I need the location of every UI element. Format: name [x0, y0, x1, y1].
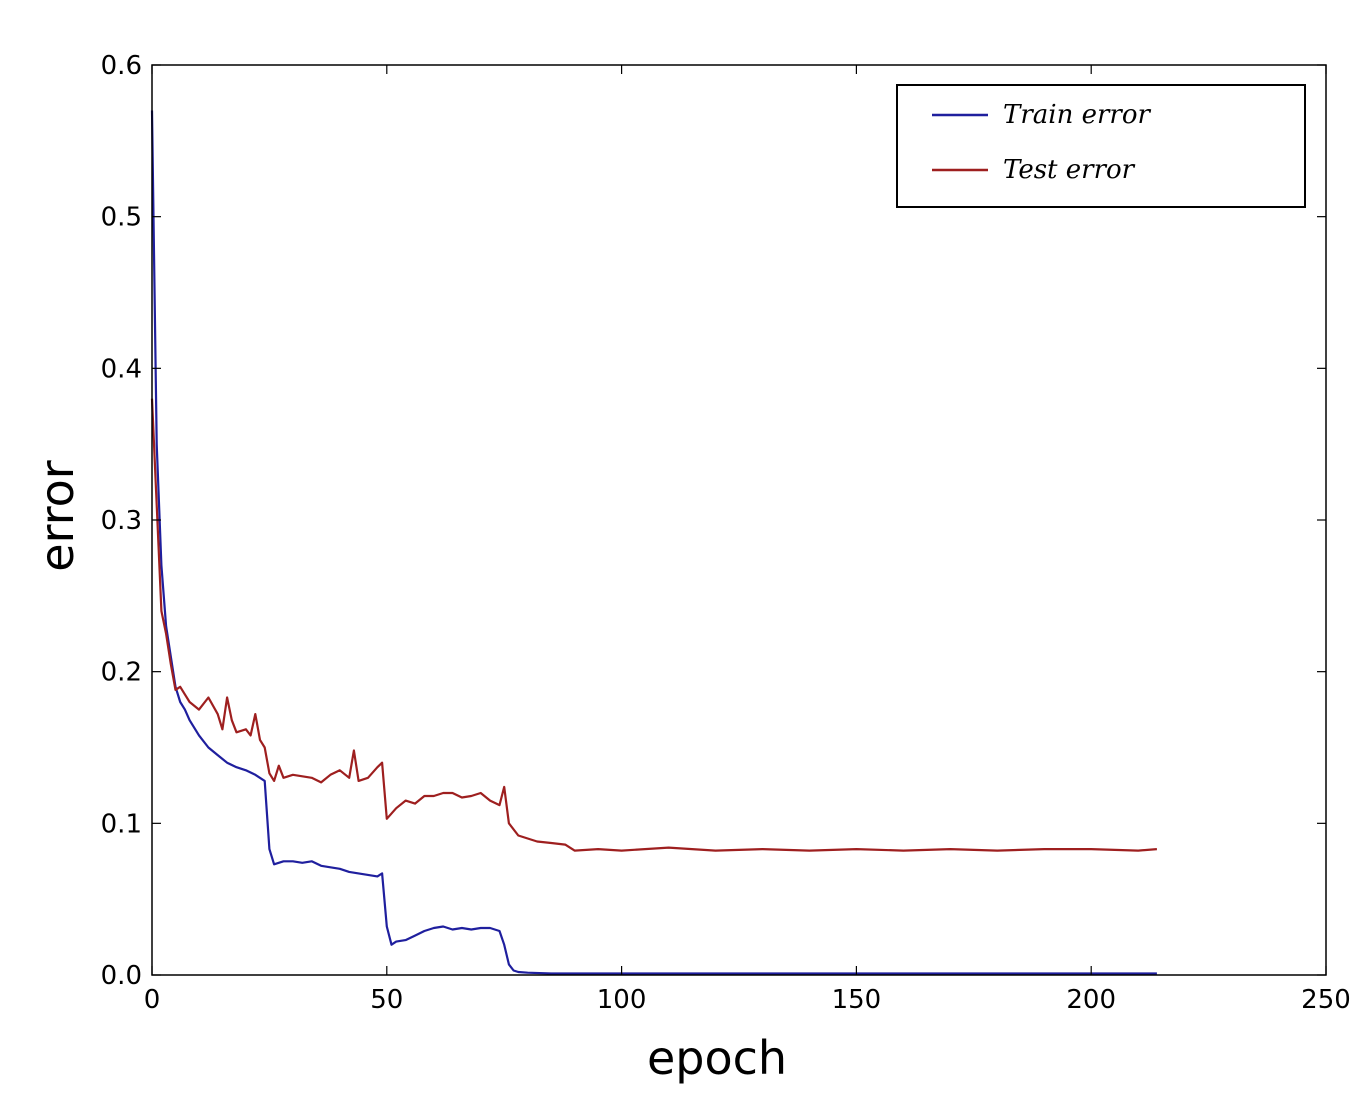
series-line-test-error	[150, 398, 1157, 852]
y-tick-label: 0.5	[101, 203, 142, 233]
x-axis-label: epoch	[647, 1031, 787, 1085]
y-tick-label: 0.1	[101, 809, 142, 839]
y-axis-label: error	[30, 460, 84, 571]
legend-label-train-error: Train error	[1003, 100, 1151, 130]
y-tick-label: 0.0	[101, 961, 142, 991]
x-tick-label: 0	[144, 985, 161, 1015]
plot-area	[152, 65, 1326, 975]
legend-box	[896, 84, 1306, 208]
x-tick-label: 50	[370, 985, 403, 1015]
legend: Train error Test error	[896, 84, 1306, 208]
y-tick-label: 0.4	[101, 354, 142, 384]
series-line-train-error	[150, 110, 1157, 975]
y-tick-label: 0.3	[101, 506, 142, 536]
x-tick-label: 250	[1301, 985, 1351, 1015]
legend-label-test-error: Test error	[1003, 155, 1136, 185]
y-tick-label: 0.2	[101, 658, 142, 688]
x-tick-label: 200	[1066, 985, 1116, 1015]
series-layer	[150, 110, 1157, 975]
plot-frame	[151, 64, 1327, 976]
x-tick-label: 100	[597, 985, 647, 1015]
x-tick-label: 150	[832, 985, 882, 1015]
y-tick-label: 0.6	[101, 51, 142, 81]
ticks-layer: 0 50 100 150 200 250 0.0 0.1 0.2 0.3 0.4 0.5 0.6	[101, 51, 1351, 1015]
